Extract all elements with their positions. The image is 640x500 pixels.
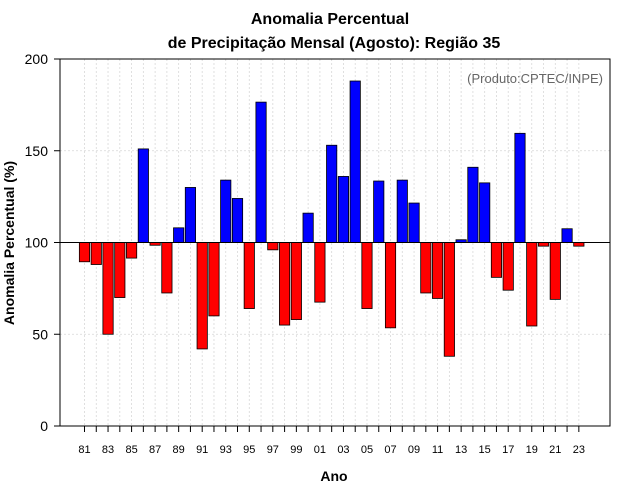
bar-84 xyxy=(114,242,126,298)
x-tick-label: 07 xyxy=(384,444,396,456)
bar-08 xyxy=(396,179,408,243)
x-tick-label: 91 xyxy=(196,444,208,456)
bars xyxy=(78,80,585,357)
x-tick-label: 95 xyxy=(243,444,255,456)
bar-15 xyxy=(479,182,491,243)
bar-20 xyxy=(537,242,550,247)
bar-92 xyxy=(208,242,220,317)
bar-09 xyxy=(408,202,420,243)
bar-97 xyxy=(267,242,279,251)
bar-82 xyxy=(90,242,102,265)
x-tick-label: 03 xyxy=(337,444,349,456)
bar-89 xyxy=(173,227,185,243)
bar-07 xyxy=(384,242,397,329)
x-tick-label: 23 xyxy=(573,444,585,456)
y-tick-label: 100 xyxy=(25,235,49,251)
bar-10 xyxy=(420,242,432,294)
x-tick-label: 17 xyxy=(502,444,514,456)
x-tick-label: 87 xyxy=(149,444,161,456)
bar-96 xyxy=(255,101,267,243)
x-tick-label: 81 xyxy=(78,444,90,456)
x-tick-label: 05 xyxy=(361,444,373,456)
chart-title-line2: de Precipitação Mensal (Agosto): Região … xyxy=(168,35,501,52)
x-tick-label: 09 xyxy=(408,444,420,456)
bar-01 xyxy=(314,242,326,303)
x-tick-label: 13 xyxy=(455,444,467,456)
y-tick-label: 50 xyxy=(32,326,48,342)
x-tick-label: 89 xyxy=(173,444,185,456)
x-tick-label: 83 xyxy=(102,444,114,456)
x-tick-label: 11 xyxy=(432,444,443,456)
y-tick-label: 150 xyxy=(25,143,49,159)
bar-22 xyxy=(561,228,573,243)
x-tick-label: 93 xyxy=(220,444,232,456)
axes xyxy=(54,58,611,432)
grid xyxy=(60,59,610,426)
bar-95 xyxy=(243,242,255,309)
bar-02 xyxy=(326,144,338,243)
bar-93 xyxy=(220,179,232,243)
chart-title-line1: Anomalia Percentual xyxy=(251,11,409,28)
bar-17 xyxy=(502,242,514,291)
bar-00 xyxy=(302,212,314,243)
bar-90 xyxy=(184,187,196,243)
x-tick-label: 97 xyxy=(267,444,279,456)
x-tick-label: 01 xyxy=(314,444,326,456)
bar-19 xyxy=(526,242,538,327)
bar-04 xyxy=(349,80,361,243)
bar-23 xyxy=(573,242,585,247)
x-tick-label: 99 xyxy=(290,444,302,456)
bar-99 xyxy=(290,242,302,320)
bar-91 xyxy=(196,242,208,350)
bar-16 xyxy=(490,242,502,278)
bar-12 xyxy=(443,242,455,357)
bar-11 xyxy=(432,242,444,299)
bar-88 xyxy=(161,242,173,294)
bar-06 xyxy=(373,180,385,243)
bar-86 xyxy=(137,148,149,243)
y-axis-label: Anomalia Percentual (%) xyxy=(1,161,17,325)
bar-81 xyxy=(78,242,91,263)
bar-94 xyxy=(231,198,244,243)
x-axis-label: Ano xyxy=(320,468,347,484)
bar-21 xyxy=(549,242,561,300)
x-tick-label: 21 xyxy=(549,444,561,456)
product-annotation: (Produto:CPTEC/INPE) xyxy=(467,71,603,86)
bar-14 xyxy=(467,166,479,243)
bar-18 xyxy=(514,132,526,243)
bar-83 xyxy=(102,242,114,335)
bar-03 xyxy=(337,176,349,243)
y-tick-label: 0 xyxy=(40,418,48,434)
y-tick-label: 200 xyxy=(25,51,49,67)
x-tick-label: 15 xyxy=(479,444,491,456)
bar-05 xyxy=(361,242,373,309)
labels: 0 50 100 150 200 81 83 85 87 89 91 93 95 97 99 01 03 05 07… xyxy=(25,51,585,456)
x-tick-label: 19 xyxy=(526,444,538,456)
x-tick-label: 85 xyxy=(125,444,137,456)
bar-98 xyxy=(279,242,291,326)
bar-85 xyxy=(126,242,138,259)
